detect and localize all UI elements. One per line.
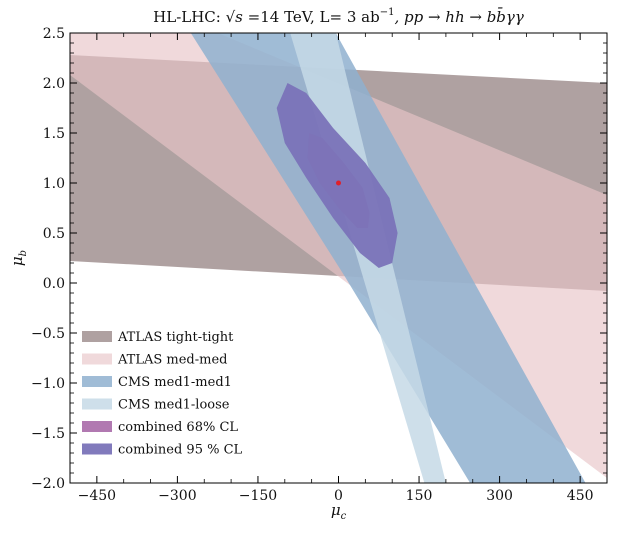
- legend-label-cms-med1-loose: CMS med1-loose: [118, 398, 230, 413]
- x-tick-label: 0: [334, 488, 343, 504]
- legend-swatch-cms-med1-med1: [82, 376, 112, 387]
- x-tick-label: −450: [78, 488, 116, 504]
- x-tick-label: 300: [486, 488, 513, 504]
- y-tick-label: 2.5: [43, 26, 65, 42]
- legend-label-combined-95-cl: combined 95 % CL: [118, 443, 243, 458]
- legend-label-atlas-med-med: ATLAS med-med: [117, 353, 227, 368]
- title-process: , pp → hh → bb̄γγ: [394, 8, 523, 26]
- title-lumi-exponent: −1: [380, 7, 395, 18]
- y-tick-label: 1.0: [43, 176, 65, 192]
- y-tick-label: −1.0: [31, 376, 65, 392]
- regions: [70, 33, 607, 483]
- x-axis-subscript: c: [341, 511, 347, 522]
- y-tick-label: 0.0: [43, 276, 65, 292]
- chart-title: HL-LHC: √s =14 TeV, L= 3 ab−1, pp → hh →…: [153, 7, 524, 26]
- title-sqrt-s: √s: [226, 8, 244, 26]
- y-tick-label: −2.0: [31, 476, 65, 492]
- y-tick-label: −1.5: [31, 426, 65, 442]
- y-tick-label: −0.5: [31, 326, 65, 342]
- legend-swatch-atlas-tight-tight: [82, 331, 112, 342]
- legend-label-atlas-tight-tight: ATLAS tight-tight: [117, 330, 234, 345]
- y-tick-label: 2.0: [43, 76, 65, 92]
- x-tick-label: −300: [158, 488, 196, 504]
- x-axis-title: μc: [331, 501, 347, 522]
- legend-label-combined-68-cl: combined 68% CL: [118, 420, 238, 435]
- title-energy: =14 TeV, L= 3 ab: [243, 8, 380, 26]
- y-tick-labels: −2.0 −1.5 −1.0 −0.5 0.0 0.5 1.0 1.5 2.0 2.5: [31, 26, 65, 492]
- x-axis-symbol: μ: [331, 501, 341, 519]
- legend-swatch-atlas-med-med: [82, 353, 112, 365]
- legend-swatch-cms-med1-loose: [82, 398, 112, 410]
- region-combined-95-cl: [276, 83, 398, 268]
- x-tick-labels: −450 −300 −150 0 150 300 450: [78, 488, 594, 504]
- ticks: [69, 32, 608, 484]
- x-tick-label: 150: [406, 488, 433, 504]
- y-tick-label: 1.5: [43, 126, 65, 142]
- y-axis-subscript: b: [18, 250, 29, 256]
- legend-swatch-combined-68-cl: [82, 421, 112, 432]
- x-tick-label: −150: [239, 488, 277, 504]
- y-tick-label: 0.5: [43, 226, 65, 242]
- y-axis-title: μb: [8, 250, 29, 266]
- x-tick-label: 450: [567, 488, 594, 504]
- legend-label-cms-med1-med1: CMS med1-med1: [118, 375, 232, 390]
- legend: ATLAS tight-tight ATLAS med-med CMS med1-m…: [82, 330, 243, 458]
- title-prefix: HL-LHC:: [153, 8, 225, 26]
- legend-swatch-combined-95-cl: [82, 443, 112, 455]
- y-axis-symbol: μ: [8, 256, 26, 266]
- best-fit-marker: [336, 180, 341, 186]
